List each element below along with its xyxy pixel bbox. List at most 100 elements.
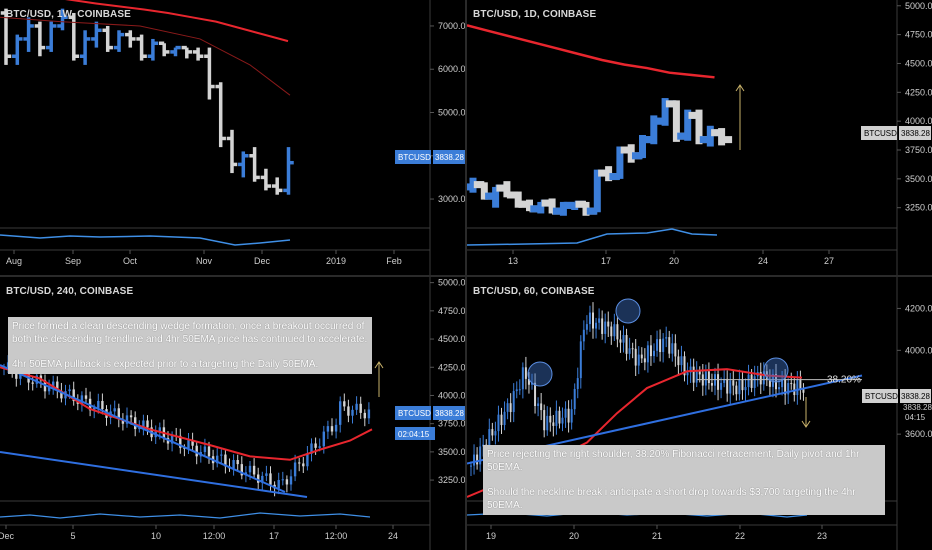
candle-body bbox=[738, 379, 741, 395]
candle-body bbox=[585, 324, 588, 330]
candle-body bbox=[146, 420, 149, 428]
candle-body bbox=[236, 460, 239, 465]
candle-body bbox=[750, 374, 753, 388]
candle-body bbox=[735, 385, 738, 395]
1h-chart-svg[interactable]: 4200.00 4000.00 3600.00 19 20 21 22 23 38.20% BTC… bbox=[467, 277, 932, 550]
candle-body bbox=[101, 400, 104, 410]
y-tick-label: 4250.00 bbox=[905, 87, 932, 97]
candle-body bbox=[191, 440, 194, 446]
candle-body bbox=[546, 415, 549, 431]
candle-body bbox=[302, 463, 305, 467]
x-tick-label: 20 bbox=[569, 531, 579, 541]
pattern-marker-circle bbox=[527, 361, 553, 387]
candle-body bbox=[674, 343, 677, 357]
pattern-marker-circle bbox=[763, 357, 789, 383]
candle-body bbox=[665, 337, 668, 339]
candle-body bbox=[726, 378, 729, 394]
candle-body bbox=[588, 312, 591, 325]
daily-chart-svg[interactable]: 5000.00 4750.00 4500.00 4250.00 4000.00 3750.… bbox=[467, 0, 932, 275]
candle-body bbox=[265, 473, 268, 476]
candle-body bbox=[277, 479, 280, 489]
candle-body bbox=[570, 409, 573, 423]
candle-body bbox=[285, 479, 289, 485]
wedge-lower-line bbox=[0, 451, 308, 498]
candle-body bbox=[47, 387, 51, 392]
candle-body bbox=[677, 356, 680, 366]
candle-body bbox=[203, 446, 207, 453]
candle-body bbox=[35, 375, 38, 384]
candle-body bbox=[56, 381, 59, 391]
candle-body bbox=[692, 366, 695, 383]
candle-body bbox=[778, 387, 781, 390]
drop-arrow-head bbox=[801, 420, 811, 428]
candle-body bbox=[668, 337, 671, 354]
chart-panel-1h[interactable]: 4200.00 4000.00 3600.00 19 20 21 22 23 38.20% BTC… bbox=[467, 277, 932, 550]
candle-body bbox=[52, 381, 55, 388]
y-tick-label: 4500.00 bbox=[438, 334, 465, 344]
candle-body bbox=[207, 446, 211, 457]
y-tick-label: 6000.00 bbox=[438, 64, 465, 74]
analysis-note: Price formed a clean descending wedge fo… bbox=[8, 317, 372, 374]
countdown-label: 02:04:15 bbox=[398, 430, 430, 439]
price-tag-value: 3838.28 bbox=[901, 129, 930, 138]
weekly-chart-svg[interactable]: 7000.006000.005000.004000.003000.00AugSe… bbox=[0, 0, 465, 275]
candle-body bbox=[698, 371, 701, 375]
candle-body bbox=[534, 382, 537, 407]
candle-body bbox=[367, 409, 371, 419]
candle-body bbox=[521, 367, 524, 390]
price-tag-label: BTCUSD bbox=[398, 409, 431, 418]
candle-body bbox=[97, 400, 100, 408]
candle-body bbox=[121, 419, 125, 424]
y-tick-label: 5000.00 bbox=[438, 108, 465, 118]
x-tick-label: 17 bbox=[601, 256, 611, 266]
candle-body bbox=[537, 403, 540, 407]
y-tick-label: 4500.00 bbox=[905, 58, 932, 68]
candle-body bbox=[592, 312, 594, 329]
candle-body bbox=[656, 339, 659, 351]
candle-body bbox=[646, 345, 649, 363]
candle-body bbox=[640, 354, 643, 359]
candle-body bbox=[220, 454, 223, 456]
candle-body bbox=[601, 318, 604, 334]
candle-body bbox=[784, 379, 787, 395]
candle-body bbox=[322, 431, 325, 447]
x-tick-label: Dec bbox=[0, 531, 14, 541]
x-tick-label: 24 bbox=[758, 256, 768, 266]
candle-body bbox=[576, 378, 579, 389]
candle-body bbox=[281, 479, 284, 481]
candle-body bbox=[343, 401, 346, 407]
candle-body bbox=[573, 388, 576, 410]
descending-trendline bbox=[0, 364, 286, 493]
candle-body bbox=[729, 380, 732, 394]
candle-body bbox=[771, 374, 774, 387]
candle-body bbox=[790, 383, 793, 385]
x-tick-label: Dec bbox=[254, 256, 271, 266]
candle-body bbox=[531, 382, 533, 385]
candle-body bbox=[351, 409, 354, 416]
4h-chart-svg[interactable]: 5000.00 4750.00 4500.00 4250.00 4000.00 3750.… bbox=[0, 277, 465, 550]
candle-body bbox=[298, 462, 301, 464]
candle-body bbox=[610, 326, 613, 337]
chart-panel-4h[interactable]: 5000.00 4750.00 4500.00 4250.00 4000.00 3750.… bbox=[0, 277, 465, 550]
panel-title: BTC/USD, 1W, COINBASE bbox=[6, 9, 131, 20]
y-tick-label: 4000.00 bbox=[905, 116, 932, 126]
candle-body bbox=[518, 389, 521, 391]
candle-body bbox=[732, 380, 735, 386]
chart-panel-daily[interactable]: 5000.00 4750.00 4500.00 4250.00 4000.00 3750.… bbox=[467, 0, 932, 275]
candle-body bbox=[491, 429, 494, 436]
candle-body bbox=[768, 379, 771, 387]
candle-body bbox=[125, 415, 129, 424]
slow-ma-line bbox=[0, 16, 291, 96]
candle-body bbox=[326, 426, 330, 432]
x-tick-label: 5 bbox=[70, 531, 75, 541]
candle-body bbox=[470, 465, 472, 467]
candle-body bbox=[27, 370, 30, 383]
candle-body bbox=[216, 455, 219, 464]
y-tick-label: 4250.00 bbox=[438, 362, 465, 372]
candle-body bbox=[330, 426, 334, 432]
price-tag-label-bg bbox=[395, 150, 431, 164]
candle-body bbox=[293, 462, 297, 477]
chart-panel-weekly[interactable]: 7000.006000.005000.004000.003000.00AugSe… bbox=[0, 0, 465, 275]
candle-body bbox=[306, 453, 309, 467]
candle-body bbox=[622, 335, 625, 343]
